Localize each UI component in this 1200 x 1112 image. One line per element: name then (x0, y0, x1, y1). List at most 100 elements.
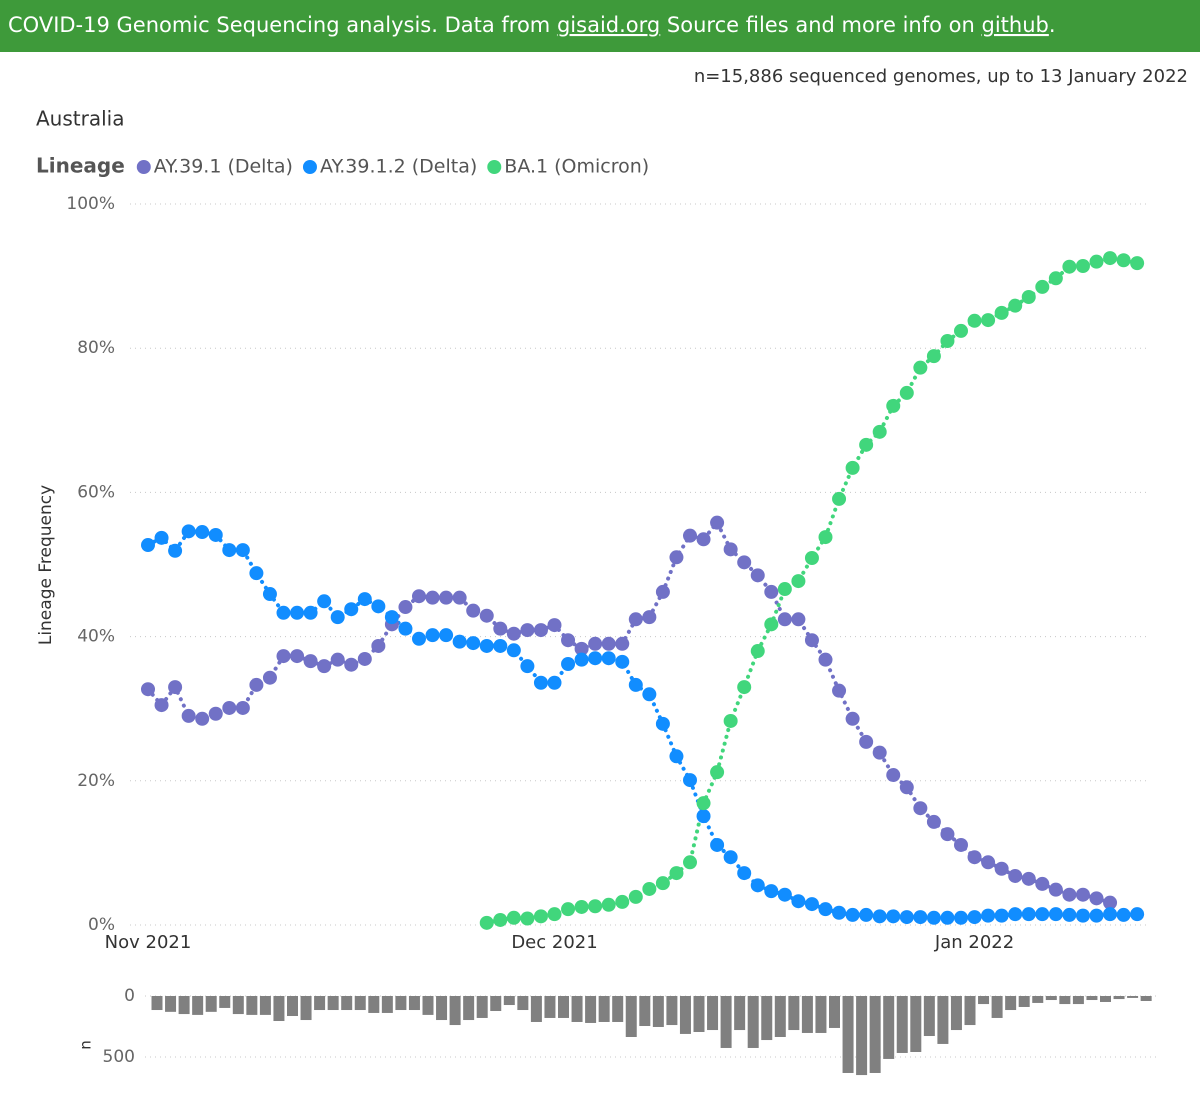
y-tick-label: 20% (77, 771, 115, 791)
data-point (1048, 271, 1063, 286)
data-point (574, 641, 589, 656)
bar (422, 996, 434, 1015)
data-point (1075, 887, 1090, 902)
bar (652, 996, 664, 1027)
data-point (1130, 907, 1145, 922)
data-point (845, 711, 860, 726)
bar (679, 996, 691, 1034)
data-point (683, 855, 697, 870)
bar (774, 996, 786, 1037)
data-point (1116, 907, 1131, 922)
data-point (154, 530, 169, 545)
data-point (290, 649, 305, 664)
data-point (235, 700, 250, 715)
data-point (710, 515, 725, 530)
data-point (1021, 871, 1036, 886)
bar (503, 996, 515, 1006)
bar (178, 996, 190, 1015)
bar (923, 996, 935, 1037)
data-point (669, 866, 684, 881)
data-point (601, 651, 616, 666)
bar (287, 996, 298, 1017)
header-text: COVID-19 Genomic Sequencing analysis. Da… (8, 13, 1056, 37)
data-point (737, 866, 752, 881)
data-point (669, 550, 684, 565)
bar (734, 996, 746, 1031)
bar (598, 996, 610, 1022)
data-point (398, 600, 413, 615)
data-point (222, 543, 237, 558)
bar (151, 996, 163, 1011)
bar (1113, 996, 1125, 1000)
data-point (1008, 868, 1023, 883)
bar (707, 996, 719, 1031)
data-point (371, 638, 386, 653)
data-point (886, 398, 901, 413)
data-point (154, 698, 169, 713)
series-line (484, 256, 1140, 925)
data-point (737, 555, 752, 570)
bar (205, 996, 217, 1012)
x-tick-label: Nov 2021 (105, 932, 192, 953)
legend-marker (302, 160, 317, 174)
header-link[interactable]: gisaid.org (557, 13, 660, 37)
bar (1086, 996, 1098, 1001)
data-point (777, 582, 792, 597)
data-point (791, 574, 806, 589)
y-axis-label: Lineage Frequency (36, 485, 56, 645)
data-point (506, 643, 521, 658)
data-point (452, 634, 467, 649)
data-point (195, 525, 210, 540)
data-point (926, 814, 941, 829)
data-point (981, 908, 996, 923)
data-point (330, 652, 345, 667)
data-point (696, 532, 711, 547)
data-point (940, 910, 955, 925)
data-point (141, 538, 155, 553)
data-point (913, 360, 928, 375)
legend-marker (136, 160, 151, 174)
bar (869, 996, 881, 1073)
bar (300, 996, 312, 1021)
data-point (1130, 256, 1145, 271)
data-point (1062, 907, 1077, 922)
data-point (913, 910, 928, 925)
data-point (208, 527, 223, 542)
data-point (926, 910, 941, 925)
data-point (181, 708, 196, 723)
data-point (615, 654, 630, 669)
data-point (628, 612, 643, 627)
header-link[interactable]: github (981, 13, 1048, 37)
data-point (615, 636, 630, 651)
data-point (981, 313, 996, 328)
data-point (452, 590, 467, 605)
header-bar (0, 0, 1200, 52)
data-point (290, 605, 305, 620)
data-point (1021, 907, 1036, 922)
data-point (533, 675, 548, 690)
data-point (845, 460, 860, 475)
bar (273, 996, 285, 1022)
bar (449, 996, 461, 1026)
data-point (642, 687, 657, 702)
data-point (696, 796, 711, 811)
bar (1140, 996, 1152, 1002)
data-point (832, 683, 847, 698)
header-text-part: . (1049, 13, 1056, 37)
data-point (249, 566, 264, 581)
legend-label: AY.39.1 (Delta) (154, 156, 293, 178)
data-point (954, 910, 968, 925)
data-point (899, 910, 914, 925)
data-point (493, 621, 508, 636)
data-point (1075, 908, 1090, 923)
bar (747, 996, 759, 1048)
bar (625, 996, 637, 1037)
data-point (195, 711, 210, 726)
data-point (533, 623, 548, 638)
bar (1059, 996, 1071, 1005)
bar (896, 996, 908, 1053)
data-point (588, 636, 603, 651)
data-point (1116, 253, 1131, 268)
data-point (1103, 251, 1118, 266)
y-tick-label: 0 (124, 986, 135, 1006)
